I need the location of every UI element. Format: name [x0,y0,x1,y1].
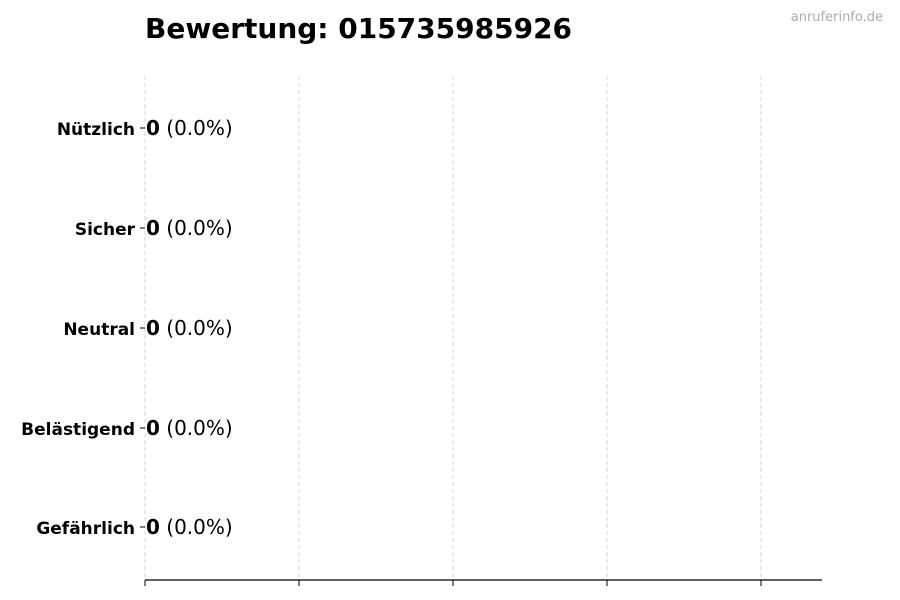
value-count: 0 [146,216,160,240]
value-percent: (0.0%) [160,116,233,140]
value-label: 0 (0.0%) [146,316,233,340]
y-tick-label: Sicher [75,220,136,240]
value-percent: (0.0%) [160,216,233,240]
value-label: 0 (0.0%) [146,216,233,240]
value-label: 0 (0.0%) [146,416,233,440]
y-tick-label: Neutral [63,320,135,340]
value-label: 0 (0.0%) [146,515,233,539]
watermark: anruferinfo.de [790,10,883,25]
value-count: 0 [146,515,160,539]
value-percent: (0.0%) [160,416,233,440]
value-count: 0 [146,316,160,340]
y-tick-label: Nützlich [57,120,135,140]
value-percent: (0.0%) [160,515,233,539]
y-tick-label: Belästigend [21,420,135,440]
chart-title: Bewertung: 015735985926 [145,12,573,45]
y-tick-label: Gefährlich [36,519,135,539]
value-percent: (0.0%) [160,316,233,340]
value-label: 0 (0.0%) [146,116,233,140]
value-count: 0 [146,416,160,440]
value-count: 0 [146,116,160,140]
